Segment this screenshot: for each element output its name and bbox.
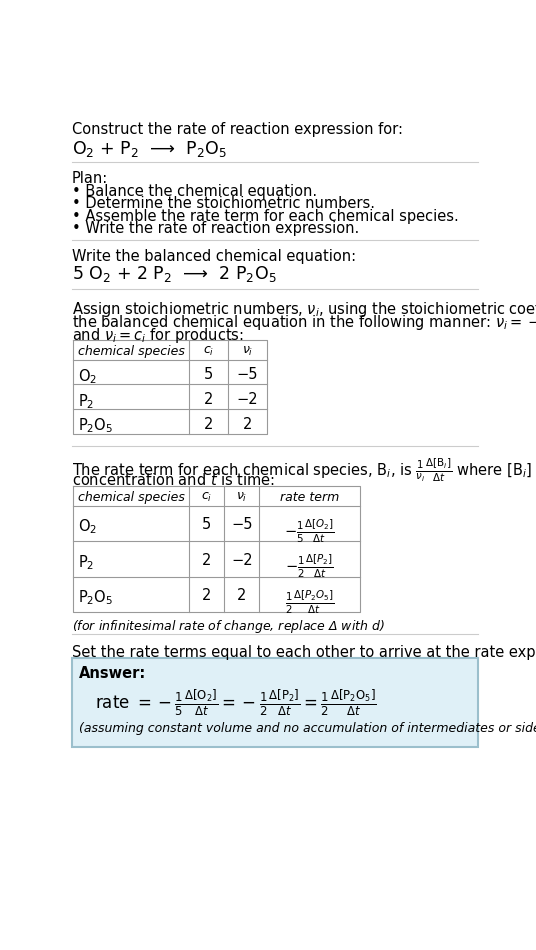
Text: 2: 2 [202,553,212,568]
Text: • Balance the chemical equation.: • Balance the chemical equation. [72,184,317,200]
Text: • Assemble the rate term for each chemical species.: • Assemble the rate term for each chemic… [72,209,458,223]
Text: $\frac{1}{2}\frac{\Delta[P_2O_5]}{\Delta t}$: $\frac{1}{2}\frac{\Delta[P_2O_5]}{\Delta… [285,588,334,616]
Text: 2: 2 [202,588,212,603]
Text: rate $= -\frac{1}{5}\frac{\Delta[\mathrm{O_2}]}{\Delta t} = -\frac{1}{2}\frac{\D: rate $= -\frac{1}{5}\frac{\Delta[\mathrm… [95,688,377,718]
Text: (assuming constant volume and no accumulation of intermediates or side products): (assuming constant volume and no accumul… [79,722,536,734]
Text: P$_2$: P$_2$ [78,553,94,572]
Text: 5 O$_2$ + 2 P$_2$  ⟶  2 P$_2$O$_5$: 5 O$_2$ + 2 P$_2$ ⟶ 2 P$_2$O$_5$ [72,264,276,284]
Text: concentration and $t$ is time:: concentration and $t$ is time: [72,472,275,488]
Text: $-\frac{1}{2}\frac{\Delta[P_2]}{\Delta t}$: $-\frac{1}{2}\frac{\Delta[P_2]}{\Delta t… [285,553,334,580]
Text: Answer:: Answer: [79,666,147,681]
Text: 5: 5 [202,518,212,533]
Text: Set the rate terms equal to each other to arrive at the rate expression:: Set the rate terms equal to each other t… [72,644,536,659]
Text: O$_2$: O$_2$ [78,518,97,536]
Text: $c_i$: $c_i$ [203,345,214,358]
Text: −5: −5 [231,518,252,533]
Text: O$_2$: O$_2$ [78,368,97,386]
Text: Construct the rate of reaction expression for:: Construct the rate of reaction expressio… [72,122,403,137]
Text: P$_2$O$_5$: P$_2$O$_5$ [78,588,113,607]
Text: rate term: rate term [280,491,339,504]
Text: chemical species: chemical species [78,491,185,504]
Text: P$_2$: P$_2$ [78,392,94,410]
Text: Plan:: Plan: [72,171,108,186]
Text: 2: 2 [204,417,213,431]
Text: −2: −2 [237,392,258,407]
Text: • Determine the stoichiometric numbers.: • Determine the stoichiometric numbers. [72,197,375,212]
Text: (for infinitesimal rate of change, replace Δ with $d$): (for infinitesimal rate of change, repla… [72,618,384,636]
Text: $\nu_i$: $\nu_i$ [242,345,254,358]
Text: −2: −2 [231,553,252,568]
Text: and $\nu_i = c_i$ for products:: and $\nu_i = c_i$ for products: [72,326,243,345]
Text: P$_2$O$_5$: P$_2$O$_5$ [78,417,113,435]
Text: the balanced chemical equation in the following manner: $\nu_i = -c_i$ for react: the balanced chemical equation in the fo… [72,313,536,332]
Text: 2: 2 [237,588,247,603]
Text: • Write the rate of reaction expression.: • Write the rate of reaction expression. [72,221,359,236]
Text: $c_i$: $c_i$ [201,491,212,504]
Text: 5: 5 [204,368,213,382]
Text: 2: 2 [204,392,213,407]
Text: $-\frac{1}{5}\frac{\Delta[O_2]}{\Delta t}$: $-\frac{1}{5}\frac{\Delta[O_2]}{\Delta t… [284,518,335,545]
Text: Write the balanced chemical equation:: Write the balanced chemical equation: [72,249,356,264]
Text: 2: 2 [243,417,252,431]
Text: Assign stoichiometric numbers, $\nu_i$, using the stoichiometric coefficients, $: Assign stoichiometric numbers, $\nu_i$, … [72,299,536,318]
Text: The rate term for each chemical species, B$_i$, is $\frac{1}{\nu_i}\frac{\Delta[: The rate term for each chemical species,… [72,457,536,484]
Text: O$_2$ + P$_2$  ⟶  P$_2$O$_5$: O$_2$ + P$_2$ ⟶ P$_2$O$_5$ [72,139,227,159]
Text: chemical species: chemical species [78,345,185,358]
Text: $\nu_i$: $\nu_i$ [236,491,248,504]
FancyBboxPatch shape [72,658,478,747]
Text: −5: −5 [237,368,258,382]
